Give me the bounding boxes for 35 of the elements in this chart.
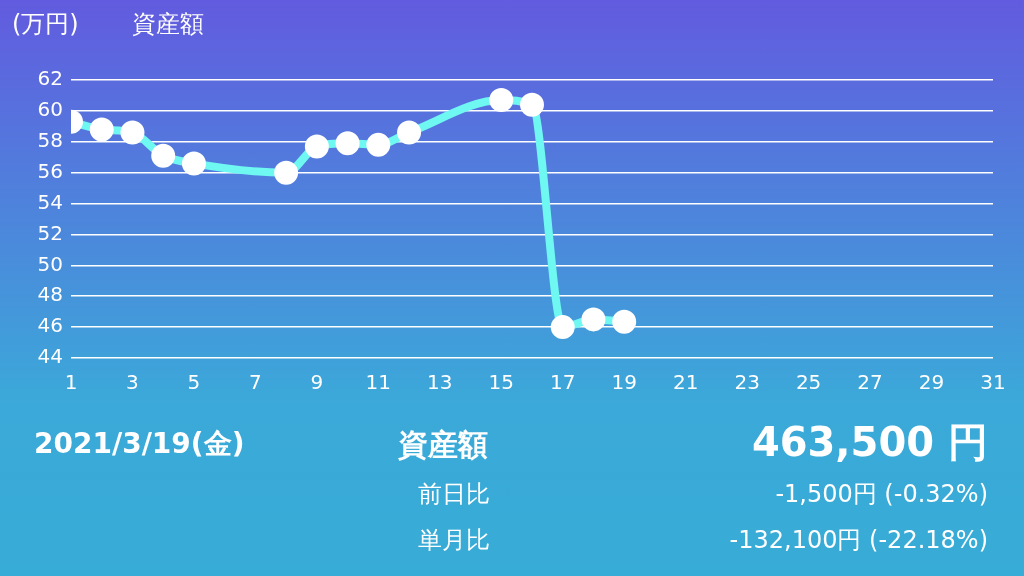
y-tick-label: 60 xyxy=(37,97,63,122)
y-tick-label: 56 xyxy=(37,158,63,183)
y-tick-label: 46 xyxy=(37,313,63,338)
x-tick-label: 31 xyxy=(980,370,1006,395)
x-tick-label: 25 xyxy=(795,370,822,395)
y-tick-label: 54 xyxy=(37,189,63,214)
x-tick-label: 23 xyxy=(734,370,760,395)
x-tick-label: 9 xyxy=(310,370,324,395)
text: 前日比 xyxy=(418,479,490,510)
x-tick-label: 21 xyxy=(672,370,699,395)
text: -132,100円 (-22.18%) xyxy=(729,525,988,556)
x-tick-label: 7 xyxy=(249,370,262,395)
y-axis-title: (万円) xyxy=(12,9,79,40)
x-tick-label: 15 xyxy=(488,370,514,395)
text: -1,500円 (-0.32%) xyxy=(775,479,988,510)
text: 2021/3/19(金) xyxy=(34,426,245,462)
chart-title: 資産額 xyxy=(132,9,204,40)
y-tick-label: 48 xyxy=(37,282,63,307)
text: 463,500 円 xyxy=(751,418,988,467)
x-tick-label: 5 xyxy=(187,370,201,395)
y-tick-label: 50 xyxy=(37,251,63,276)
x-tick-label: 19 xyxy=(611,370,637,395)
x-tick-label: 1 xyxy=(64,370,78,395)
x-tick-label: 13 xyxy=(427,370,453,395)
y-tick-label: 52 xyxy=(37,220,63,245)
y-tick-label: 44 xyxy=(37,344,63,369)
x-tick-label: 3 xyxy=(126,370,139,395)
x-tick-label: 17 xyxy=(550,370,576,395)
text: 単月比 xyxy=(418,525,490,556)
text: 資産額 xyxy=(398,426,488,464)
x-tick-label: 29 xyxy=(918,370,945,395)
x-tick-label: 27 xyxy=(857,370,883,395)
y-tick-label: 58 xyxy=(37,127,63,152)
x-tick-label: 11 xyxy=(365,370,392,395)
y-tick-label: 62 xyxy=(37,66,63,91)
